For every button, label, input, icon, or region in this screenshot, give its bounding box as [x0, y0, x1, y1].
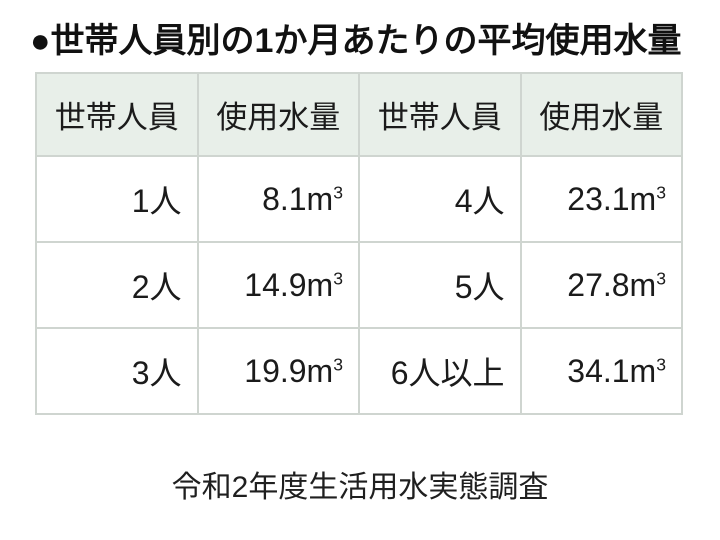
- usage-unit-exponent: 3: [656, 267, 666, 288]
- household-size-cell: 3人: [35, 327, 199, 415]
- usage-unit-exponent: 3: [333, 181, 343, 202]
- usage-cell: 19.9m3: [196, 327, 360, 415]
- col-header-household-2: 世帯人員: [358, 72, 522, 157]
- source-caption: 令和2年度生活用水実態調査: [171, 471, 549, 504]
- usage-unit-exponent: 3: [656, 353, 666, 374]
- usage-unit-exponent: 3: [333, 353, 343, 374]
- usage-unit: m: [306, 266, 334, 303]
- usage-value: 14.9: [244, 266, 307, 303]
- usage-unit: m: [629, 352, 657, 389]
- household-size-cell: 1人: [35, 155, 199, 243]
- table-header-row: 世帯人員 使用水量 世帯人員 使用水量: [35, 72, 683, 157]
- household-size-cell: 6人以上: [358, 327, 522, 415]
- usage-unit: m: [306, 352, 334, 389]
- usage-cell: 14.9m3: [196, 241, 360, 329]
- usage-cell: 8.1m3: [196, 155, 360, 243]
- household-size-cell: 2人: [35, 241, 199, 329]
- usage-value: 27.8: [567, 266, 630, 303]
- table-row: 3人 19.9m3 6人以上 34.1m3: [35, 327, 683, 415]
- col-header-usage-1: 使用水量: [196, 72, 360, 157]
- usage-value: 19.9: [244, 352, 307, 389]
- water-usage-table: 世帯人員 使用水量 世帯人員 使用水量 1人 8.1m3 4人 23.1m3 2…: [35, 72, 683, 415]
- table-row: 1人 8.1m3 4人 23.1m3: [35, 155, 683, 243]
- col-header-usage-2: 使用水量: [519, 72, 683, 157]
- household-size-cell: 4人: [358, 155, 522, 243]
- usage-cell: 34.1m3: [519, 327, 683, 415]
- usage-value: 8.1: [262, 180, 307, 217]
- usage-cell: 27.8m3: [519, 241, 683, 329]
- page-title: ●世帯人員別の1か月あたりの平均使用水量: [30, 22, 682, 60]
- usage-unit: m: [306, 180, 334, 217]
- usage-unit: m: [629, 180, 657, 217]
- household-size-cell: 5人: [358, 241, 522, 329]
- usage-unit: m: [629, 266, 657, 303]
- table-row: 2人 14.9m3 5人 27.8m3: [35, 241, 683, 329]
- usage-unit-exponent: 3: [333, 267, 343, 288]
- col-header-household-1: 世帯人員: [35, 72, 199, 157]
- usage-value: 23.1: [567, 180, 630, 217]
- usage-cell: 23.1m3: [519, 155, 683, 243]
- usage-unit-exponent: 3: [656, 181, 666, 202]
- usage-value: 34.1: [567, 352, 630, 389]
